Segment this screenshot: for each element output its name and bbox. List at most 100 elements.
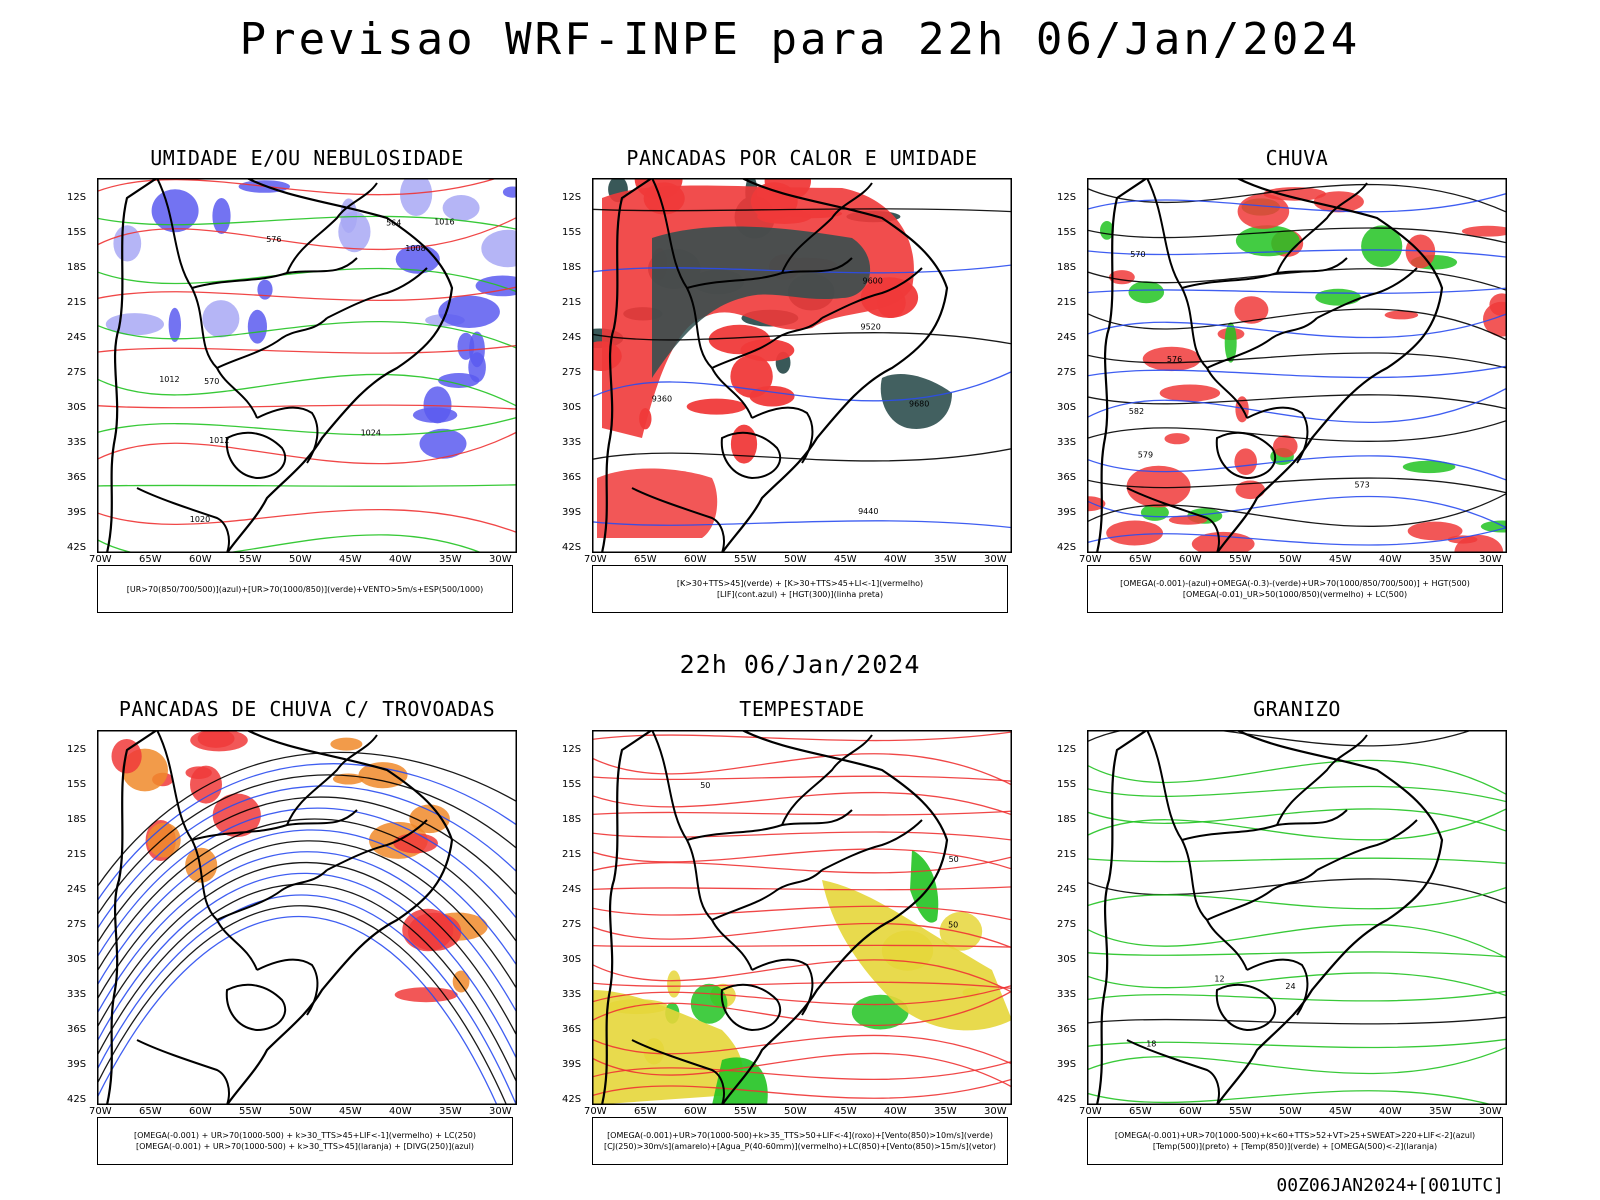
weather-field-area xyxy=(1384,310,1419,320)
contour-line xyxy=(1087,857,1507,865)
contour-line xyxy=(97,862,517,1037)
latitude-tick: 24S xyxy=(67,884,87,895)
weather-map: 50 50 50 xyxy=(592,730,1012,1105)
contour-line xyxy=(1087,227,1507,244)
weather-field-area xyxy=(1164,433,1190,445)
latitude-tick: 36S xyxy=(67,472,87,483)
weather-field-area xyxy=(667,970,681,998)
latitude-tick: 21S xyxy=(1057,849,1077,860)
latitude-tick: 39S xyxy=(1057,507,1077,518)
latitude-tick: 33S xyxy=(1057,989,1077,1000)
weather-field-area xyxy=(113,225,142,262)
weather-field-area xyxy=(212,198,231,234)
map-frame xyxy=(97,730,517,1105)
latitude-tick: 30S xyxy=(562,954,582,965)
legend-line: [OMEGA(-0.001)+UR>70(1000-500)+k>35_TTS>… xyxy=(607,1131,993,1140)
contour-line xyxy=(1087,419,1507,442)
panel-legend: [OMEGA(-0.001)+UR>70(1000-500)+k<60+TTS>… xyxy=(1087,1117,1503,1165)
coastline xyxy=(600,178,949,553)
latitude-tick: 24S xyxy=(562,332,582,343)
contour-label: 9520 xyxy=(861,323,881,332)
country-border xyxy=(1276,734,1368,826)
country-border xyxy=(1215,431,1277,480)
latitude-tick: 18S xyxy=(1057,814,1077,825)
contour-line xyxy=(592,370,1012,402)
contour-line xyxy=(592,1034,1012,1065)
latitude-tick: 15S xyxy=(562,779,582,790)
contour-label: 50 xyxy=(700,781,710,790)
longitude-tick: 30W xyxy=(1479,1106,1502,1117)
weather-field-area xyxy=(1100,221,1114,240)
contour-line xyxy=(592,848,1012,870)
longitude-tick: 65W xyxy=(139,554,162,565)
wind-area xyxy=(910,850,939,923)
longitude-tick: 60W xyxy=(684,1106,707,1117)
panel-legend: [OMEGA(-0.001)+UR>70(1000-500)+k>35_TTS>… xyxy=(592,1117,1008,1165)
weather-map: 9680 9600 9520 9440 9360 xyxy=(592,178,1012,553)
contour-label: 24 xyxy=(1285,982,1295,991)
contour-line xyxy=(97,484,517,487)
latitude-tick: 18S xyxy=(562,814,582,825)
weather-field-area xyxy=(1273,435,1298,458)
longitude-tick: 65W xyxy=(139,1106,162,1117)
longitude-tick: 50W xyxy=(784,1106,807,1117)
weather-field-area xyxy=(686,398,747,415)
weather-field-area xyxy=(1361,225,1403,267)
contour-line xyxy=(592,208,1012,213)
contour-label: 1008 xyxy=(405,244,425,253)
contour-line xyxy=(1087,495,1507,529)
contour-line xyxy=(1087,730,1474,747)
contour-line xyxy=(1087,526,1507,546)
weather-field-area xyxy=(730,424,758,464)
weather-field-area xyxy=(1142,346,1201,372)
contour-line xyxy=(97,286,517,302)
weather-field-area xyxy=(419,428,467,459)
contour-line xyxy=(1087,352,1507,369)
latitude-tick: 21S xyxy=(562,297,582,308)
panel-title: TEMPESTADE xyxy=(739,697,865,721)
latitude-tick: 42S xyxy=(67,1094,87,1105)
longitude-tick: 45W xyxy=(1329,554,1352,565)
country-border xyxy=(136,1039,230,1105)
contour-line xyxy=(592,775,1012,782)
map-frame xyxy=(592,730,1012,1105)
longitude-tick: 55W xyxy=(734,1106,757,1117)
contour-line xyxy=(97,851,517,1014)
contour-line xyxy=(592,1078,1012,1099)
contour-label: 9600 xyxy=(863,276,883,285)
country-border xyxy=(326,267,428,319)
latitude-tick: 24S xyxy=(562,884,582,895)
contour-line xyxy=(592,448,1012,462)
country-border xyxy=(1316,267,1418,319)
longitude-tick: 35W xyxy=(439,1106,462,1117)
latitude-tick: 30S xyxy=(1057,402,1077,413)
country-border xyxy=(751,958,814,1016)
contour-label: 564 xyxy=(386,219,401,228)
country-border xyxy=(631,1039,725,1105)
contour-line xyxy=(592,981,1012,990)
contour-label: 576 xyxy=(1167,355,1182,364)
longitude-tick: 40W xyxy=(1379,554,1402,565)
contour-label: 9680 xyxy=(909,400,929,409)
contour-line xyxy=(1087,1016,1507,1025)
weather-field-area xyxy=(151,189,199,233)
contour-label: 1024 xyxy=(361,428,381,437)
panel-title: CHUVA xyxy=(1265,146,1329,170)
contour-line xyxy=(592,959,1012,993)
weather-field-area xyxy=(358,762,408,789)
latitude-tick: 33S xyxy=(1057,437,1077,448)
contour-line xyxy=(97,894,517,1105)
weather-field-area xyxy=(481,229,517,268)
latitude-tick: 18S xyxy=(562,262,582,273)
weather-field-area xyxy=(1315,288,1361,306)
longitude-tick: 40W xyxy=(389,1106,412,1117)
contour-line xyxy=(592,886,1012,891)
longitude-tick: 70W xyxy=(1079,1106,1102,1117)
weather-field-area xyxy=(1234,296,1269,324)
longitude-tick: 70W xyxy=(89,554,112,565)
country-border xyxy=(225,983,287,1032)
weather-field-area xyxy=(1235,480,1266,500)
latitude-tick: 24S xyxy=(67,332,87,343)
longitude-tick: 40W xyxy=(884,1106,907,1117)
legend-line: [OMEGA(-0.001)-(azul)+OMEGA(-0.3)-(verde… xyxy=(1120,579,1470,588)
